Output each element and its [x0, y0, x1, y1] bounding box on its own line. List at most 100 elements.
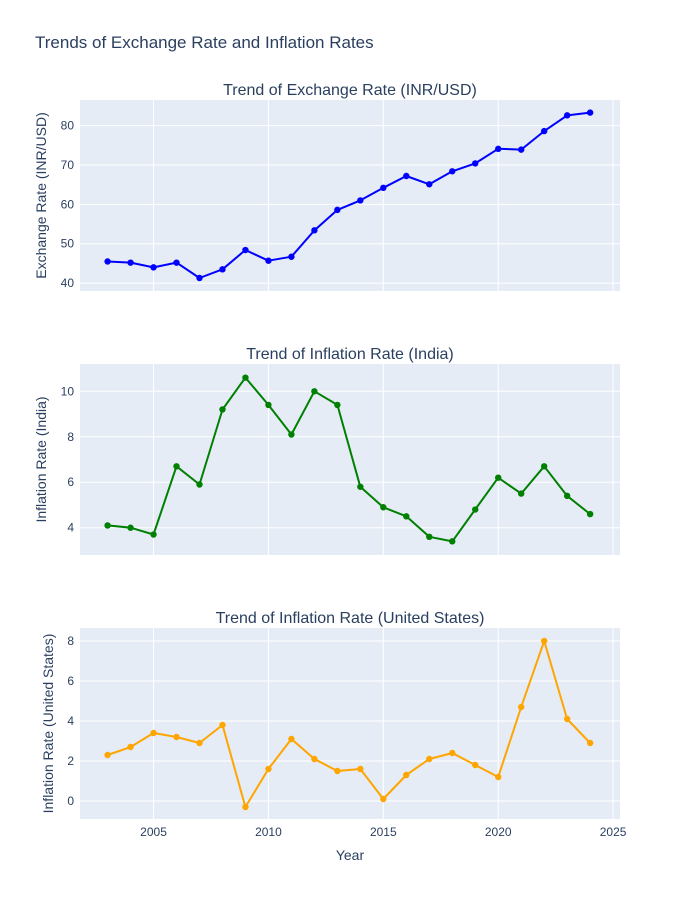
x-tick-label: 2020 — [485, 825, 512, 839]
x-tick-label: 2025 — [600, 825, 627, 839]
data-point — [219, 266, 226, 273]
y-tick-label: 0 — [67, 794, 74, 808]
subplot-2: 4 6 8 10 Trend of Inflation Rate (India) Infl… — [33, 346, 620, 555]
data-point — [380, 504, 387, 511]
data-point — [563, 112, 571, 119]
data-point — [449, 168, 456, 175]
series-line — [107, 640, 591, 808]
data-point — [311, 755, 318, 763]
data-point — [150, 531, 157, 538]
data-point — [219, 406, 226, 413]
data-point — [265, 765, 272, 773]
data-point — [495, 773, 502, 781]
subplot-title: Trend of Inflation Rate (United States) — [216, 610, 485, 627]
data-point — [517, 146, 525, 153]
y-tick-label: 60 — [61, 197, 75, 211]
data-point — [334, 767, 341, 775]
data-point — [311, 227, 318, 234]
data-point — [380, 184, 387, 192]
data-point — [403, 172, 410, 180]
subplot-1: 40 50 60 70 80 Trend of Exchange Rate (INR/US… — [33, 82, 620, 291]
data-point — [196, 481, 203, 488]
data-point — [540, 637, 548, 645]
data-point — [426, 181, 433, 188]
data-point — [426, 533, 433, 541]
data-point — [196, 274, 203, 282]
data-point — [472, 160, 479, 167]
y-tick-label: 4 — [67, 521, 74, 535]
plot-background — [80, 628, 620, 819]
data-point — [540, 463, 548, 470]
series-line — [107, 111, 591, 279]
data-point — [586, 109, 594, 116]
data-point — [219, 721, 226, 729]
series-line — [107, 376, 591, 543]
data-point — [173, 259, 180, 266]
data-point — [586, 510, 594, 518]
data-point — [242, 246, 249, 254]
data-point — [288, 735, 295, 743]
data-point — [563, 715, 571, 723]
y-tick-label: 10 — [61, 384, 75, 398]
x-axis-title: Year — [336, 847, 365, 863]
y-tick-label: 80 — [61, 119, 75, 133]
data-point — [311, 388, 318, 395]
data-point — [127, 524, 134, 531]
data-point — [265, 257, 272, 264]
data-point — [495, 474, 502, 481]
data-point — [334, 206, 341, 214]
data-point — [403, 771, 410, 779]
x-tick-label: 2015 — [370, 825, 397, 839]
y-axis-title: Exchange Rate (INR/USD) — [33, 112, 49, 279]
subplot-3: 0 2 4 6 8 2005 2010 2015 2020 2025 Trend of Inflat… — [40, 610, 627, 863]
data-point — [357, 765, 364, 773]
data-point — [472, 761, 479, 769]
data-point — [563, 492, 571, 500]
data-point — [173, 733, 180, 741]
y-axis-title: Inflation Rate (India) — [33, 396, 49, 522]
subplot-title: Trend of Exchange Rate (INR/USD) — [223, 82, 477, 99]
plot-background — [80, 100, 620, 291]
data-point — [173, 463, 180, 470]
data-point — [104, 258, 111, 265]
data-point — [540, 127, 548, 135]
data-point — [104, 522, 111, 529]
y-axis-title: Inflation Rate (United States) — [40, 634, 56, 814]
data-point — [127, 743, 134, 751]
data-point — [288, 431, 295, 438]
y-tick-label: 50 — [61, 237, 75, 251]
y-tick-label: 6 — [67, 475, 74, 489]
data-point — [586, 739, 594, 747]
y-tick-label: 8 — [67, 634, 74, 648]
data-point — [449, 538, 456, 545]
chart-title: Trends of Exchange Rate and Inflation Ra… — [35, 33, 374, 52]
data-point — [517, 703, 525, 711]
y-tick-label: 4 — [67, 714, 74, 728]
data-point — [265, 401, 272, 409]
data-point — [150, 729, 157, 737]
data-point — [449, 749, 456, 757]
data-point — [196, 739, 203, 747]
data-point — [127, 259, 134, 266]
data-point — [242, 374, 249, 381]
subplot-title: Trend of Inflation Rate (India) — [246, 346, 454, 363]
data-point — [426, 755, 433, 763]
data-point — [472, 506, 479, 513]
x-tick-label: 2010 — [255, 825, 282, 839]
data-point — [242, 803, 249, 811]
y-tick-label: 6 — [67, 674, 74, 688]
y-tick-label: 2 — [67, 754, 74, 768]
data-point — [495, 145, 502, 153]
y-tick-label: 40 — [61, 276, 75, 290]
data-point — [357, 197, 364, 204]
y-tick-label: 70 — [61, 158, 75, 172]
y-tick-label: 8 — [67, 430, 74, 444]
plot-background — [80, 364, 620, 555]
data-point — [288, 253, 295, 260]
data-point — [403, 513, 410, 520]
data-point — [517, 490, 525, 497]
data-point — [104, 751, 111, 759]
data-point — [150, 264, 157, 271]
data-point — [380, 795, 387, 803]
